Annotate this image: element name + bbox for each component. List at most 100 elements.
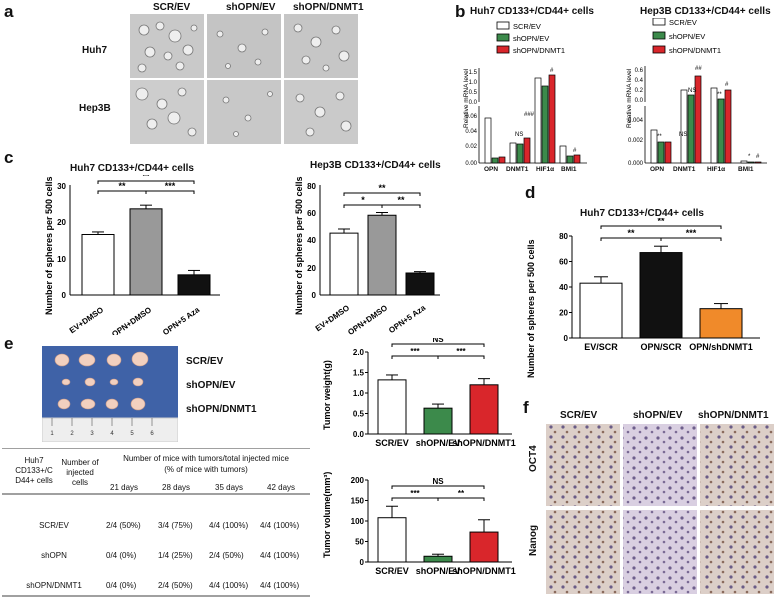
th-title: Number of mice with tumors/total injecte… [123,454,289,463]
volume-bar-1 [423,555,453,563]
volume-tick-0: 200 [351,476,365,485]
svg-text:0.02: 0.02 [465,144,477,150]
svg-text:**: ** [717,92,722,98]
panel-c-left-title: Huh7 CD133+/CD44+ cells [70,163,194,174]
tr-3-c2: 2/4 (50%) [158,581,193,590]
svg-text:20: 20 [57,218,66,227]
weight-tick-3: 0.5 [353,410,365,419]
bar-huh7-dnmt1-dnmt1 [523,137,531,164]
volume-cat-2: shOPN/DNMT1 [452,566,516,576]
svg-text:1.5: 1.5 [469,70,478,76]
svg-text:6: 6 [150,431,154,437]
svg-text:0.6: 0.6 [635,68,644,74]
panel-b-right-ylabel: Relative mRNA level [626,68,633,128]
weight-tick-2: 1.0 [353,389,365,398]
svg-text:40: 40 [307,236,316,245]
bar-hep3b-dnmt1-shopn [687,94,695,164]
volume-tick-4: 0 [360,558,365,567]
th-day-28: 28 days [162,483,191,492]
cat-d-0: EV/SCR [584,342,618,352]
svg-text:4: 4 [110,431,114,437]
panel-b-left-cat-bmi1: BMI1 [561,166,577,173]
tr-3-name: shOPN/DNMT1 [26,581,82,590]
weight-bar-1 [423,407,453,435]
svg-text:0.004: 0.004 [628,118,644,124]
svg-text:0.5: 0.5 [469,90,478,96]
bar-hep3b-opn-shopn [657,141,665,164]
bar-c-hep3b-1 [367,214,397,296]
svg-text:0.0: 0.0 [635,98,644,104]
bar-d-2 [699,308,743,339]
volume-tick-2: 100 [351,517,365,526]
sig-c-hep3b-opn-aza [381,204,421,208]
panel-d-chart: Number of spheres per 500 cells 80 60 40 20 0… [526,218,760,378]
svg-text:0: 0 [62,291,67,300]
bar-hep3b-opn-scr [650,129,658,164]
sig-c-hep3b-ev-opn-label: * [361,195,365,205]
panel-f-col-1: SCR/EV [560,410,598,421]
tr-2-c3: 2/4 (50%) [209,551,244,560]
volume-sig-ns [391,485,485,489]
bar-huh7-hif1a-shopn [541,85,549,164]
bar-c-huh7-0 [81,234,115,296]
svg-text:#: # [725,82,729,88]
volume-tick-3: 50 [355,538,364,547]
sphere-micrographs [130,14,358,144]
sig-c-huh7-opn-aza [145,190,195,194]
sig-d-scr-shdnmt1-label: ** [657,218,665,226]
panel-d-tick-4: 0 [564,334,569,343]
bar-hep3b-hif1a-dnmt1 [724,89,732,164]
bar-c-huh7-1 [129,208,163,296]
svg-text:5: 5 [130,431,134,437]
svg-text:0.000: 0.000 [628,161,644,167]
svg-text:0.2: 0.2 [635,88,644,94]
bar-hep3b-bmi1-dnmt1 [754,161,762,164]
svg-text:20: 20 [307,264,316,273]
legend-r-shopn-dnmt1: shOPN/DNMT1 [669,46,721,55]
sig-c-huh7-ev-aza-label: ** [142,175,150,181]
tr-2-name: shOPN [41,551,67,560]
bar-huh7-hif1a-dnmt1 [548,74,556,164]
weight-ylabel: Tumor weight(g) [322,360,332,430]
bar-huh7-bmi1-scr [559,145,567,164]
tr-3-c1: 0/4 (0%) [106,581,137,590]
svg-text:80: 80 [307,182,316,191]
svg-text:1: 1 [50,431,54,437]
panel-d-tick-3: 20 [559,309,568,318]
legend-shopn-ev: shOPN/EV [513,34,549,43]
weight-sig-b [437,355,485,359]
panel-f-row-2: Nanog [528,524,539,556]
svg-text:2: 2 [70,431,74,437]
cat-c-hep3b-0: EV+DMSO [314,303,351,333]
tr-1-c1: 2/4 (50%) [106,521,141,530]
panel-letter-a: a [4,2,14,21]
sig-c-hep3b-ev-aza-label: ** [378,183,386,193]
bar-huh7-dnmt1-shopn [516,143,524,164]
svg-text:1.0: 1.0 [469,80,478,86]
volume-sig-a [391,497,439,501]
tumor-weight-chart: Tumor weight(g) 2.0 1.5 1.0 0.5 0.0 SCR/EV shOP… [322,338,516,448]
panel-letter-b: b [455,2,466,21]
svg-text:10: 10 [57,255,66,264]
bar-huh7-dnmt1-scr [509,142,517,164]
svg-text:0.002: 0.002 [628,138,644,144]
sig-c-hep3b-ev-opn [343,204,383,208]
panel-c-left-chart: Number of spheres per 500 cells 30 20 10… [44,175,220,335]
sig-c-hep3b-ev-aza [343,192,421,196]
svg-text:**: ** [657,134,662,140]
tr-3-c4: 4/4 (100%) [260,581,300,590]
th-day-35: 35 days [215,483,244,492]
panel-b-charts: SCR/EV shOPN/EV shOPN/DNMT1 SCR/EV shOPN… [463,18,767,167]
panel-b-left-cat-opn: OPN [484,166,499,173]
tr-3-c3: 4/4 (100%) [209,581,249,590]
sig-c-huh7-ev-aza [97,180,195,184]
volume-cat-1: shOPN/EV [416,566,461,576]
bar-c-hep3b-2 [405,272,435,296]
panel-b-right-bars [650,75,762,164]
sig-c-hep3b-opn-aza-label: ** [397,195,405,205]
weight-tick-0: 2.0 [353,348,365,357]
panel-a-col-3: shOPN/DNMT1 [293,2,364,13]
svg-text:##: ## [695,66,702,72]
svg-text:NS: NS [688,88,696,94]
svg-text:###: ### [524,112,535,118]
